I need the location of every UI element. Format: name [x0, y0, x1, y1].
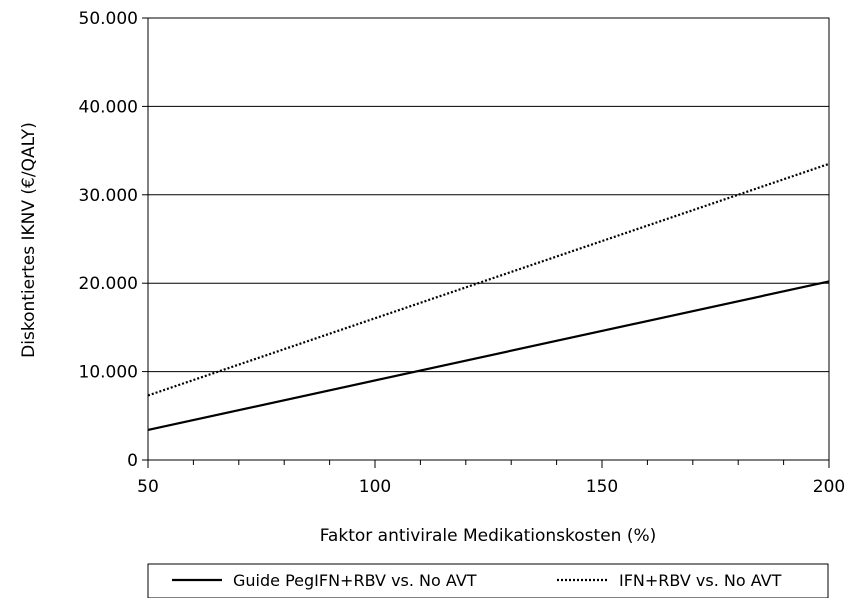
series-line-1	[147, 162, 830, 397]
y-tick-label: 30.000	[79, 186, 138, 206]
x-tick-label: 200	[813, 477, 845, 497]
y-tick-label: 10.000	[79, 363, 138, 383]
x-tick-label: 50	[137, 477, 159, 497]
y-tick-label: 50.000	[79, 9, 138, 29]
x-tick-label: 100	[359, 477, 391, 497]
x-axis: 50 100 150 200	[137, 460, 845, 497]
series-line-0	[147, 280, 830, 432]
grid-lines	[148, 105, 829, 373]
x-axis-title: Faktor antivirale Medikationskosten (%)	[320, 526, 657, 546]
plot-frame	[147, 17, 830, 461]
legend: Guide PegIFN+RBV vs. No AVT IFN+RBV vs. …	[147, 563, 829, 598]
y-tick-label: 40.000	[79, 97, 138, 117]
x-tick-label: 150	[586, 477, 618, 497]
y-tick-label: 0	[127, 451, 138, 471]
legend-label-1: IFN+RBV vs. No AVT	[619, 571, 782, 590]
y-tick-label: 20.000	[79, 274, 138, 294]
y-axis: 0 10.000 20.000 30.000 40.000 50.000	[79, 9, 148, 471]
legend-box	[147, 563, 829, 598]
legend-label-0: Guide PegIFN+RBV vs. No AVT	[233, 571, 477, 590]
y-axis-title: Diskontiertes IKNV (€/QALY)	[19, 122, 39, 358]
series-lines	[147, 162, 830, 432]
